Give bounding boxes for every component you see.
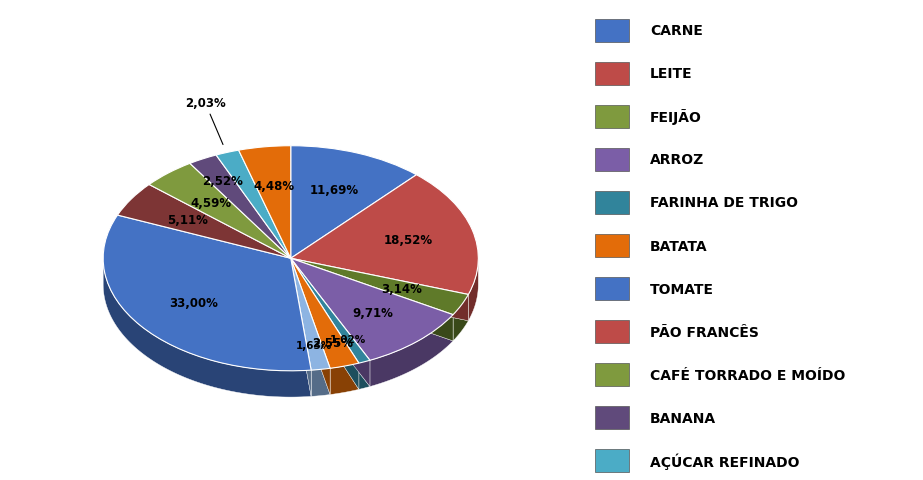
Text: FEIJÃO: FEIJÃO xyxy=(650,109,701,125)
Polygon shape xyxy=(291,259,453,341)
Text: 18,52%: 18,52% xyxy=(384,234,433,247)
Wedge shape xyxy=(291,259,453,360)
Bar xyxy=(595,277,629,300)
Polygon shape xyxy=(453,295,468,341)
Text: 5,11%: 5,11% xyxy=(167,214,208,227)
Text: CAFÉ TORRADO E MOÍDO: CAFÉ TORRADO E MOÍDO xyxy=(650,368,845,382)
Text: 11,69%: 11,69% xyxy=(310,184,359,197)
Wedge shape xyxy=(117,185,291,259)
Polygon shape xyxy=(359,360,370,390)
Polygon shape xyxy=(291,259,359,390)
Polygon shape xyxy=(291,259,468,321)
Text: 33,00%: 33,00% xyxy=(169,296,218,309)
Polygon shape xyxy=(291,259,359,390)
Wedge shape xyxy=(291,259,330,371)
Bar xyxy=(595,63,629,86)
Wedge shape xyxy=(291,146,416,259)
Polygon shape xyxy=(291,259,453,341)
Wedge shape xyxy=(150,164,291,259)
Bar xyxy=(595,234,629,257)
Bar xyxy=(595,406,629,429)
Wedge shape xyxy=(291,175,478,295)
Polygon shape xyxy=(370,315,453,387)
Text: TOMATE: TOMATE xyxy=(650,282,713,296)
Bar xyxy=(595,449,629,472)
Wedge shape xyxy=(239,146,291,259)
Polygon shape xyxy=(291,259,311,396)
Text: 1,02%: 1,02% xyxy=(330,334,366,344)
Text: 4,48%: 4,48% xyxy=(253,180,294,193)
Wedge shape xyxy=(291,259,359,369)
Text: 9,71%: 9,71% xyxy=(353,306,393,319)
Polygon shape xyxy=(291,259,370,387)
Text: 2,52%: 2,52% xyxy=(202,175,243,188)
Polygon shape xyxy=(291,259,311,396)
Polygon shape xyxy=(311,369,330,396)
Text: PÃO FRANCÊS: PÃO FRANCÊS xyxy=(650,325,759,339)
Text: 2,03%: 2,03% xyxy=(185,96,225,145)
Text: CARNE: CARNE xyxy=(650,24,702,38)
Polygon shape xyxy=(468,259,478,321)
Text: 1,63%: 1,63% xyxy=(296,340,332,350)
Text: FARINHA DE TRIGO: FARINHA DE TRIGO xyxy=(650,196,797,210)
Wedge shape xyxy=(103,216,311,371)
Bar xyxy=(595,192,629,215)
Bar xyxy=(595,106,629,129)
Bar xyxy=(595,321,629,343)
Text: 2,55%: 2,55% xyxy=(312,336,354,349)
Polygon shape xyxy=(330,363,359,395)
Wedge shape xyxy=(216,151,291,259)
Text: 4,59%: 4,59% xyxy=(190,197,232,210)
Polygon shape xyxy=(291,259,330,395)
Text: 3,14%: 3,14% xyxy=(381,282,422,295)
Text: LEITE: LEITE xyxy=(650,67,692,81)
Wedge shape xyxy=(291,259,370,363)
Wedge shape xyxy=(291,259,468,315)
Text: BANANA: BANANA xyxy=(650,411,716,425)
Bar xyxy=(595,148,629,171)
Bar xyxy=(595,363,629,386)
Bar xyxy=(595,20,629,43)
Polygon shape xyxy=(291,259,468,321)
Polygon shape xyxy=(291,259,370,387)
Text: ARROZ: ARROZ xyxy=(650,153,704,167)
Wedge shape xyxy=(190,156,291,259)
Polygon shape xyxy=(103,260,311,397)
Polygon shape xyxy=(291,259,330,395)
Text: BATATA: BATATA xyxy=(650,239,707,253)
Text: AÇÚCAR REFINADO: AÇÚCAR REFINADO xyxy=(650,453,799,469)
